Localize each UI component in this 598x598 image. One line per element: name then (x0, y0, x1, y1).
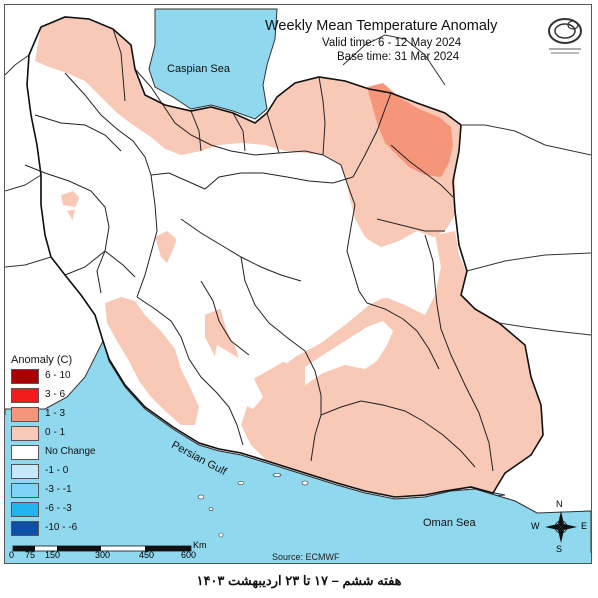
scale-unit: Km (193, 540, 207, 550)
legend-item: 1 - 3 (11, 407, 107, 424)
scale-tick: 600 (181, 550, 197, 560)
legend-swatch (11, 407, 39, 422)
legend-label: -3 - -1 (45, 484, 72, 495)
legend-swatch (11, 464, 39, 479)
legend-title: Anomaly (C) (11, 354, 73, 366)
scale-tick: 150 (45, 550, 61, 560)
legend-swatch (11, 483, 39, 498)
source-label: Source: ECMWF (272, 552, 340, 562)
anomaly-map (5, 5, 591, 563)
valid-time: Valid time: 6 - 12 May 2024 (322, 37, 462, 49)
legend-item: -1 - 0 (11, 464, 107, 481)
legend-item: -6 - -3 (11, 502, 107, 519)
scale-bar (12, 545, 192, 552)
map-frame: Weekly Mean Temperature Anomaly Valid ti… (4, 4, 592, 564)
legend-item: No Change (11, 445, 107, 462)
legend-swatch (11, 445, 39, 460)
legend-label: -1 - 0 (45, 465, 69, 476)
compass-n: N (556, 499, 563, 509)
caspian-sea-label: Caspian Sea (167, 63, 230, 75)
legend-swatch (11, 502, 39, 517)
legend-swatch (11, 369, 39, 384)
legend-label: 1 - 3 (45, 408, 66, 419)
scale-tick: 300 (95, 550, 111, 560)
legend-item: -10 - -6 (11, 521, 107, 538)
agency-logo (548, 18, 582, 54)
base-time: Base time: 31 Mar 2024 (337, 51, 460, 63)
scale-tick: 0 (9, 550, 15, 560)
legend-swatch (11, 521, 39, 536)
legend-label: No Change (45, 446, 96, 457)
compass-rose (545, 511, 577, 543)
footer-date: هفته ششم – ۱۷ تا ۲۳ اردیبهشت ۱۴۰۳ (196, 573, 402, 588)
legend-label: 0 - 1 (45, 427, 66, 438)
legend-label: 3 - 6 (45, 389, 66, 400)
caspian-sea (148, 8, 278, 120)
compass-s: S (556, 544, 563, 554)
legend-label: -10 - -6 (45, 522, 78, 533)
legend-label: 6 - 10 (45, 370, 71, 381)
legend-swatch (11, 426, 39, 441)
legend-swatch (11, 388, 39, 403)
legend-item: 3 - 6 (11, 388, 107, 405)
scale-tick: 450 (139, 550, 155, 560)
map-title: Weekly Mean Temperature Anomaly (265, 18, 498, 34)
legend-label: -6 - -3 (45, 503, 72, 514)
legend-item: 6 - 10 (11, 369, 107, 386)
compass-e: E (581, 521, 588, 531)
scale-tick: 75 (25, 550, 36, 560)
legend-item: 0 - 1 (11, 426, 107, 443)
compass-w: W (531, 521, 540, 531)
oman-sea-label: Oman Sea (423, 517, 476, 529)
legend-item: -3 - -1 (11, 483, 107, 500)
anomaly-1-3-region (367, 83, 453, 177)
